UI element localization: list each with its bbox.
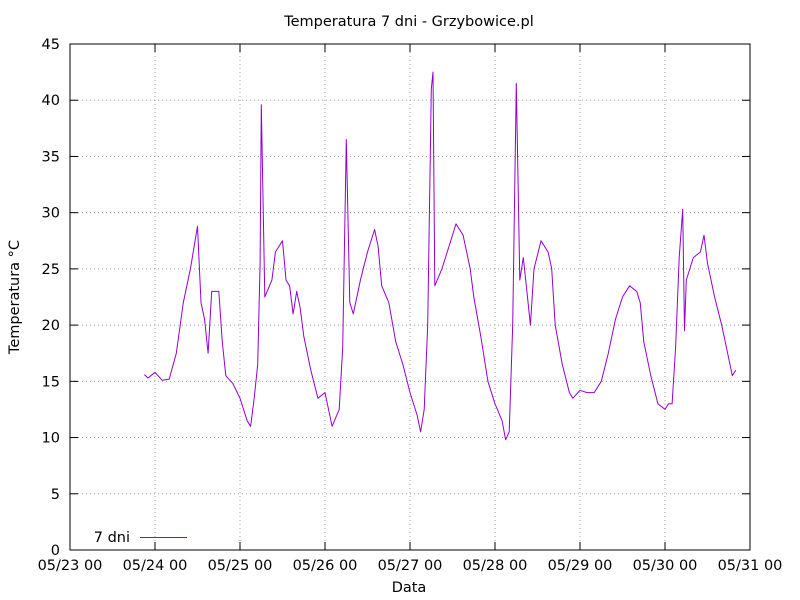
y-tick-label: 10 [42,431,60,447]
y-tick-label: 5 [51,487,60,503]
y-tick-label: 25 [42,262,60,278]
y-tick-label: 15 [42,374,60,390]
x-tick-label: 05/27 00 [378,558,443,574]
x-tick-label: 05/29 00 [548,558,613,574]
chart-title: Temperatura 7 dni - Grzybowice.pl [283,14,534,30]
x-tick-label: 05/25 00 [208,558,273,574]
x-tick-label: 05/31 00 [718,558,783,574]
y-axis-label: Temperatura °C [7,240,23,355]
x-axis-label: Data [392,580,427,596]
y-tick-label: 35 [42,149,60,165]
x-tick-label: 05/26 00 [293,558,358,574]
y-tick-label: 40 [42,93,60,109]
y-tick-label: 45 [42,37,60,53]
grid [70,44,750,550]
y-tick-label: 30 [42,206,60,222]
series-line [144,71,737,441]
ticks: 0 5 10 15 20 25 30 35 40 45 05/23 00 05/24 00 05/25 … [38,37,783,574]
x-tick-label: 05/23 00 [38,558,103,574]
series-layer [144,71,737,441]
y-tick-label: 20 [42,318,60,334]
x-tick-label: 05/28 00 [463,558,528,574]
legend-label: 7 dni [94,530,130,546]
legend: 7 dni [94,530,187,546]
y-tick-label: 0 [51,543,60,559]
x-tick-label: 05/24 00 [123,558,188,574]
x-tick-label: 05/30 00 [633,558,698,574]
